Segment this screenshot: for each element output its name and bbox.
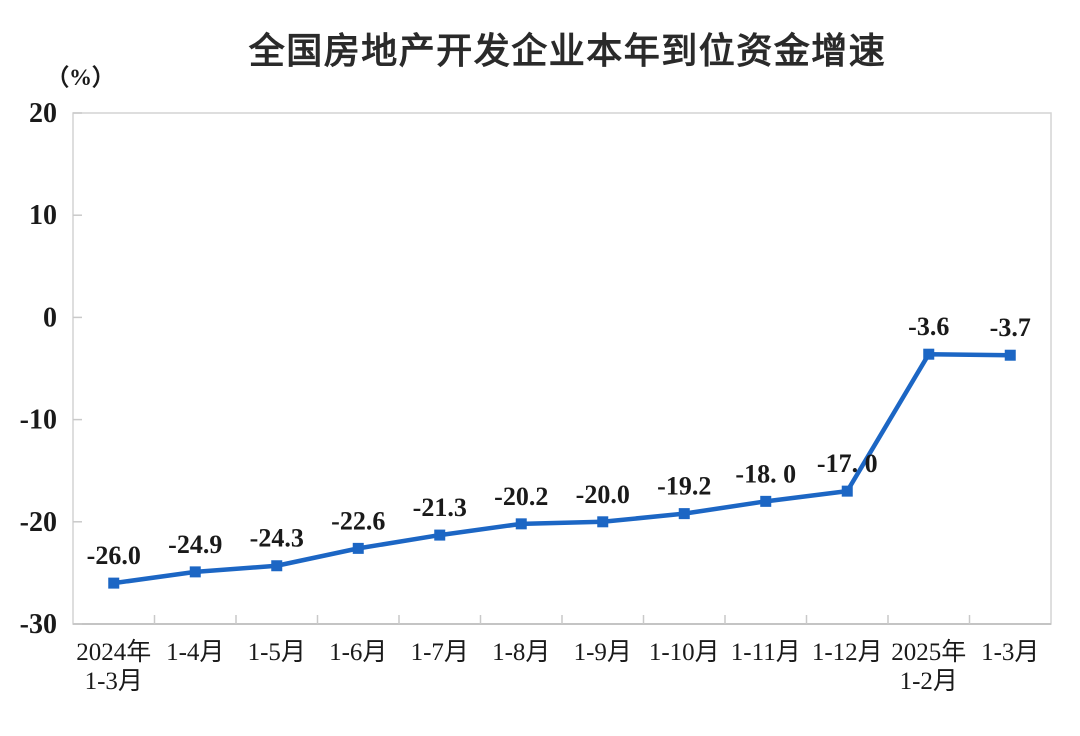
x-axis-label: 1-4月 bbox=[166, 639, 224, 666]
y-axis-unit-label: （%） bbox=[46, 65, 115, 90]
x-axis-label: 2025年 1-2月 bbox=[891, 638, 966, 695]
y-axis-tick-label: 20 bbox=[29, 98, 57, 129]
data-point-marker bbox=[760, 495, 772, 507]
x-axis-label: 1-6月 bbox=[329, 639, 387, 666]
data-point-label: -21.3 bbox=[413, 493, 467, 522]
y-axis-tick-label: 10 bbox=[29, 200, 57, 231]
data-point-label: -24.3 bbox=[250, 524, 304, 553]
data-point-label: -26.0 bbox=[87, 541, 141, 570]
data-point-label: -24.9 bbox=[168, 530, 222, 559]
data-point-label: -20.0 bbox=[576, 480, 630, 509]
data-point-label: -20.2 bbox=[494, 482, 548, 511]
data-point-marker bbox=[108, 577, 120, 589]
x-axis-label: 1-5月 bbox=[248, 639, 306, 666]
x-axis-label: 1-7月 bbox=[411, 639, 469, 666]
data-point-marker bbox=[923, 348, 935, 360]
data-point-label: -19.2 bbox=[657, 472, 711, 501]
y-axis-tick-label: -10 bbox=[20, 405, 57, 436]
y-axis-tick-label: -20 bbox=[20, 507, 57, 538]
data-point-marker bbox=[678, 508, 690, 520]
data-point-marker bbox=[189, 566, 201, 578]
x-axis-label: 1-12月 bbox=[812, 639, 883, 666]
chart-title: 全国房地产开发企业本年到位资金增速 bbox=[248, 30, 887, 71]
data-point-label: -3.6 bbox=[908, 312, 949, 341]
y-axis-tick-label: -30 bbox=[20, 609, 57, 640]
data-point-marker bbox=[597, 516, 609, 528]
x-axis-label: 1-3月 bbox=[981, 639, 1039, 666]
data-point-marker bbox=[841, 485, 853, 497]
data-point-marker bbox=[515, 518, 527, 530]
x-axis-label: 1-11月 bbox=[731, 639, 801, 666]
x-axis-label: 1-8月 bbox=[492, 639, 550, 666]
x-axis-label: 1-10月 bbox=[649, 639, 720, 666]
data-line bbox=[113, 351, 1011, 586]
x-axis-label: 2024年 1-3月 bbox=[76, 638, 151, 695]
data-point-marker bbox=[434, 529, 446, 541]
data-point-label: -3.7 bbox=[990, 313, 1031, 342]
data-point-marker bbox=[1004, 349, 1016, 361]
data-point-marker bbox=[352, 542, 364, 554]
data-point-label: -17. 0 bbox=[817, 449, 878, 478]
x-axis-label: 1-9月 bbox=[574, 639, 632, 666]
data-point-label: -18. 0 bbox=[735, 459, 796, 488]
y-axis-tick-label: 0 bbox=[43, 302, 57, 333]
data-point-marker bbox=[271, 560, 283, 572]
data-point-label: -22.6 bbox=[331, 506, 385, 535]
